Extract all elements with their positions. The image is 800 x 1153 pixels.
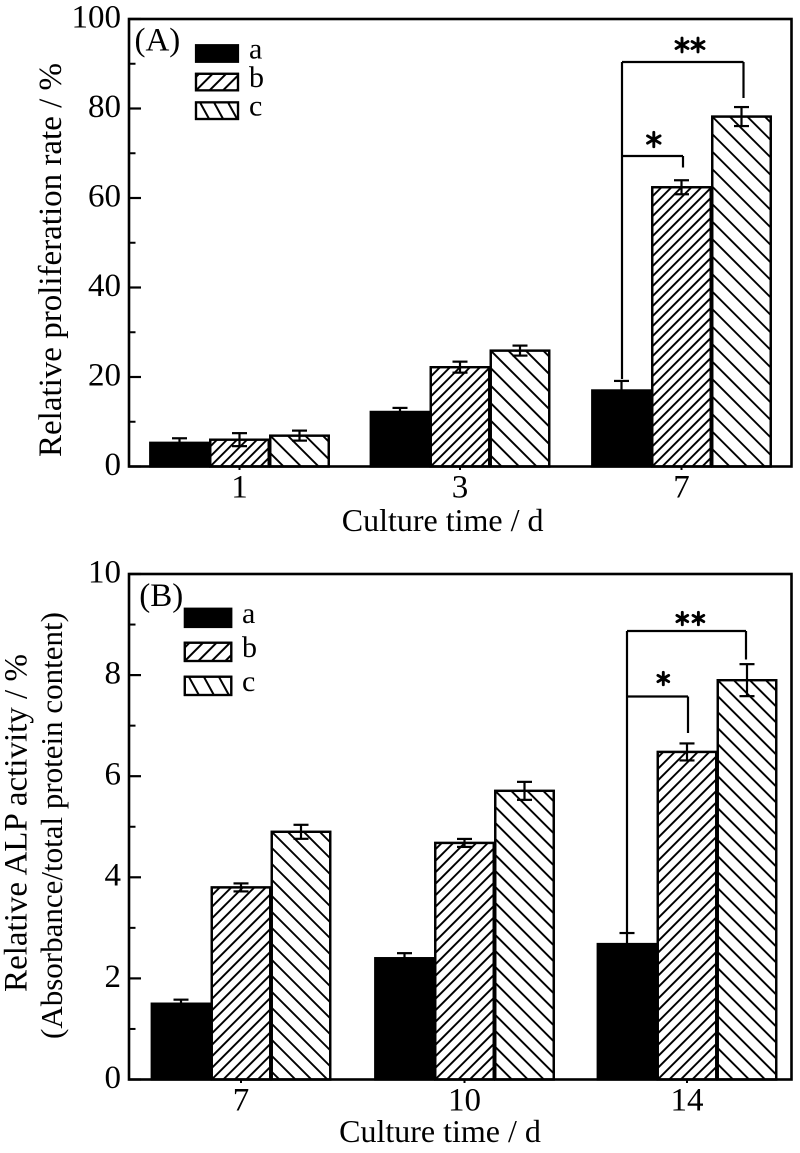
svg-text:Culture time / d: Culture time / d xyxy=(339,1113,541,1149)
svg-text:100: 100 xyxy=(72,0,122,35)
svg-text:7: 7 xyxy=(673,470,690,506)
svg-text:c: c xyxy=(249,90,262,123)
svg-text:b: b xyxy=(242,631,257,664)
svg-text:1: 1 xyxy=(231,470,248,506)
svg-text:a: a xyxy=(242,597,255,630)
svg-text:0: 0 xyxy=(105,1060,122,1096)
svg-text:3: 3 xyxy=(452,470,469,506)
svg-text:14: 14 xyxy=(671,1083,704,1119)
svg-text:8: 8 xyxy=(105,656,122,692)
svg-text:20: 20 xyxy=(88,357,121,393)
svg-text:2: 2 xyxy=(105,959,122,995)
svg-text:(B): (B) xyxy=(139,578,183,614)
svg-text:40: 40 xyxy=(88,268,121,304)
svg-text:10: 10 xyxy=(88,554,121,590)
svg-text:0: 0 xyxy=(105,447,122,483)
svg-text:Relative proliferation rate /: Relative proliferation rate / % xyxy=(33,63,69,457)
svg-text:(Absorbance/total protein cont: (Absorbance/total protein content) xyxy=(34,612,69,1039)
svg-text:(A): (A) xyxy=(134,22,180,58)
svg-text:80: 80 xyxy=(88,89,121,125)
svg-text:Culture time / d: Culture time / d xyxy=(342,502,544,538)
svg-text:7: 7 xyxy=(233,1083,250,1119)
svg-text:6: 6 xyxy=(105,757,122,793)
svg-text:10: 10 xyxy=(448,1083,481,1119)
svg-text:c: c xyxy=(242,665,255,698)
svg-text:b: b xyxy=(249,61,264,94)
svg-text:Relative ALP activity / %: Relative ALP activity / % xyxy=(0,654,35,992)
svg-text:a: a xyxy=(249,33,262,66)
svg-text:4: 4 xyxy=(105,858,122,894)
svg-text:60: 60 xyxy=(88,178,121,214)
